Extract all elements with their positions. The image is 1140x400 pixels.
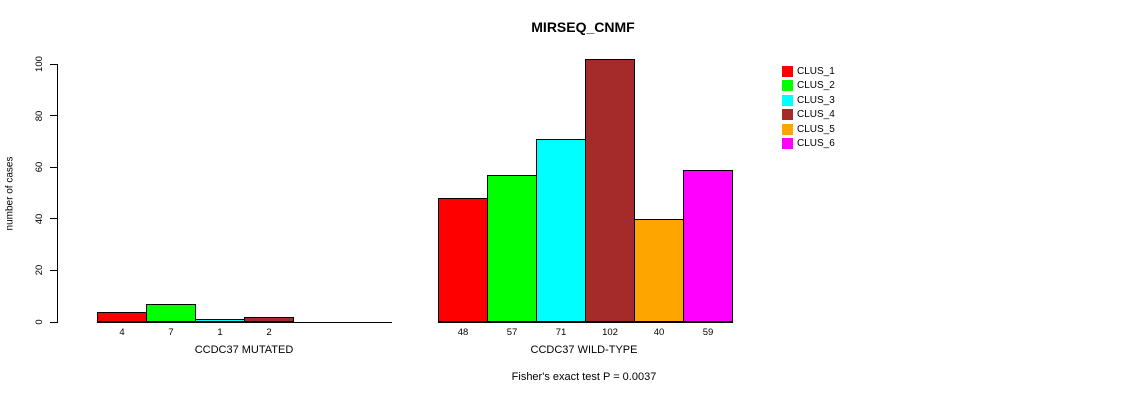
bar [244,317,294,322]
y-tick [50,115,57,117]
legend-label: CLUS_5 [797,123,835,135]
bar [585,59,635,322]
bar-value-label: 57 [506,327,518,338]
y-tick-label: 40 [34,213,45,225]
legend-item: CLUS_4 [782,109,835,121]
y-tick [50,269,57,271]
legend-item: CLUS_3 [782,94,835,106]
x-baseline [438,322,733,323]
y-tick-label: 60 [34,161,45,173]
bar-value-label: 102 [602,327,618,338]
bar-value-label: 4 [119,327,125,338]
bar-value-label: 71 [555,327,567,338]
y-tick-label: 100 [34,56,45,72]
bar-value-label: 1 [217,327,223,338]
legend-item: CLUS_1 [782,66,835,77]
legend-swatch [782,137,793,149]
y-tick-label: 0 [34,319,45,325]
legend: CLUS_1 CLUS_2 CLUS_3 CLUS_4 CLUS_5 CLUS_6 [782,66,835,152]
x-baseline [97,322,392,323]
legend-label: CLUS_3 [797,94,835,106]
bar [195,319,245,322]
legend-swatch [782,123,793,135]
y-tick [50,166,57,168]
legend-item: CLUS_5 [782,123,835,135]
y-tick [50,321,57,323]
chart-title: MIRSEQ_CNMF [531,19,635,35]
legend-swatch [782,94,793,106]
legend-swatch [782,80,793,92]
bar-value-label: 48 [457,327,469,338]
legend-label: CLUS_6 [797,137,835,149]
bar-value-label: 40 [653,327,665,338]
legend-swatch [782,109,793,121]
bar [683,170,733,322]
footnote-fisher-test: Fisher's exact test P = 0.0037 [511,371,657,383]
bar-value-label: 59 [702,327,714,338]
legend-item: CLUS_2 [782,80,835,92]
bar-value-label: 7 [168,327,174,338]
legend-label: CLUS_2 [797,80,835,92]
bar [536,139,586,322]
y-axis-line [57,64,58,323]
legend-label: CLUS_4 [797,109,835,121]
legend-label: CLUS_1 [797,66,835,77]
y-tick [50,218,57,220]
legend-swatch [782,66,793,77]
y-axis-label: number of cases [4,156,16,231]
bar [487,175,537,322]
group-label-wildtype: CCDC37 WILD-TYPE [530,344,638,356]
bar [438,198,488,322]
y-tick-label: 80 [34,110,45,121]
bar [97,312,147,322]
group-label-mutated: CCDC37 MUTATED [194,344,294,356]
legend-item: CLUS_6 [782,137,835,149]
bar-value-label: 2 [266,327,272,338]
bar [146,304,196,322]
y-tick [50,63,57,65]
y-tick-label: 20 [34,265,45,276]
bar [634,219,684,322]
